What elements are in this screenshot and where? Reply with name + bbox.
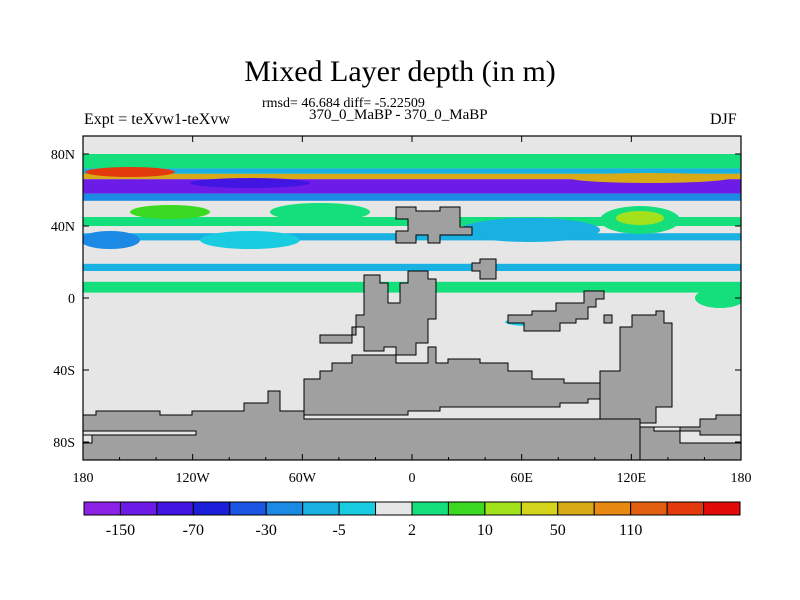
- colorbar-swatch: [630, 501, 668, 516]
- y-tick-label: 40S: [53, 364, 75, 379]
- colorbar-swatch: [265, 501, 304, 516]
- statistics-text: rmsd= 46.684 diff= -5.22509: [262, 96, 425, 111]
- field-band: [83, 173, 741, 180]
- experiment-label: Expt = teXvw1-teXvw: [84, 111, 230, 128]
- field-patch: [190, 178, 310, 188]
- land-antarctica: [83, 390, 641, 460]
- colorbar-label: 50: [550, 522, 566, 539]
- land-eurasia-north: [395, 206, 473, 244]
- colorbar-label: 110: [619, 522, 642, 539]
- colorbar-swatch: [484, 501, 522, 516]
- field-patch: [460, 218, 600, 242]
- colorbar-swatch: [83, 501, 121, 516]
- colorbar-swatch: [338, 501, 377, 516]
- field-patch: [270, 203, 370, 221]
- colorbar-swatch: [375, 501, 413, 516]
- field-patch: [200, 231, 300, 249]
- x-tick-label: 60E: [510, 471, 533, 486]
- field-band: [83, 193, 741, 201]
- colorbar-label: 2: [408, 522, 416, 539]
- y-tick-label: 40N: [51, 220, 75, 235]
- colorbar-swatch: [119, 501, 158, 516]
- field-patch: [130, 205, 210, 219]
- land-continent-d: [599, 310, 673, 436]
- land-shelf-east: [653, 426, 741, 444]
- colorbar-swatch: [557, 501, 595, 516]
- land-islands: [603, 314, 613, 324]
- colorbar-label: 10: [477, 522, 493, 539]
- colorbar-swatch: [520, 501, 559, 516]
- land-continent-c: [471, 258, 497, 280]
- field-patch: [83, 231, 140, 249]
- field-patch: [85, 167, 175, 177]
- colorbar-swatch: [229, 501, 267, 516]
- season-label: DJF: [710, 111, 737, 128]
- colorbar-label: -5: [332, 522, 345, 539]
- field-patch: [616, 211, 664, 225]
- y-tick-label: 0: [68, 292, 75, 307]
- colorbar-swatch: [302, 501, 340, 516]
- colorbar-label: -70: [183, 522, 204, 539]
- land-south-large: [303, 346, 601, 416]
- x-tick-label: 60W: [289, 471, 317, 486]
- colorbar: -150 -70 -30 -5 2 10 50 110: [83, 501, 741, 539]
- chart-subtitle: 370_0_MaBP - 370_0_MaBP: [309, 107, 488, 123]
- y-tick-label: 80N: [51, 148, 75, 163]
- x-tick-label: 120E: [617, 471, 647, 486]
- colorbar-label: -150: [106, 522, 135, 539]
- y-tick-label: 80S: [53, 436, 75, 451]
- x-tick-label: 120W: [176, 471, 211, 486]
- field-patch: [695, 288, 741, 308]
- x-tick-label: 0: [409, 471, 416, 486]
- land-masses: [83, 206, 741, 460]
- colorbar-label: -30: [256, 522, 277, 539]
- land-continent-b: [507, 290, 605, 332]
- field-patches: [83, 167, 741, 326]
- colorbar-swatch: [192, 501, 231, 516]
- land-shelf-west: [83, 430, 197, 436]
- colorbar-swatch: [411, 501, 449, 516]
- x-axis: 180 120W 60W 0 60E 120E 180: [73, 136, 752, 486]
- chart-title: Mixed Layer depth (in m): [244, 55, 556, 88]
- colorbar-swatch: [156, 501, 194, 516]
- y-axis: 80N 40N 0 40S 80S: [51, 148, 741, 451]
- colorbar-swatch: [447, 501, 486, 516]
- field-band: [83, 263, 741, 271]
- x-tick-label: 180: [73, 471, 94, 486]
- colorbar-swatch: [593, 501, 632, 516]
- x-tick-label: 180: [731, 471, 752, 486]
- field-band: [83, 154, 741, 169]
- field-band: [83, 168, 741, 174]
- colorbar-swatch: [703, 501, 741, 516]
- colorbar-swatch: [666, 501, 705, 516]
- field-patch: [570, 173, 730, 183]
- land-continent-a: [319, 270, 437, 356]
